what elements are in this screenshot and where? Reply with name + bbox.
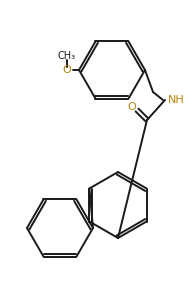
Text: O: O: [63, 65, 71, 75]
Text: O: O: [128, 102, 136, 112]
Text: CH₃: CH₃: [58, 51, 76, 61]
Text: NH: NH: [168, 95, 185, 105]
